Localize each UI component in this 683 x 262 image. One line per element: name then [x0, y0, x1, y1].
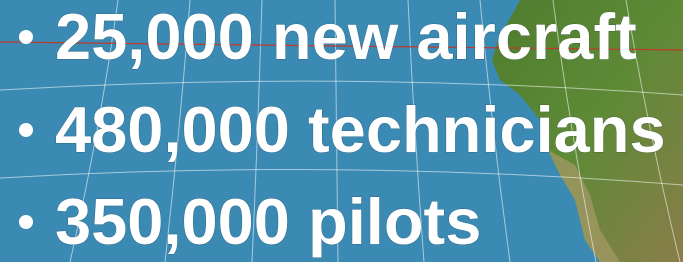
page: 25,000 new aircraft 480,000 technicians … [0, 0, 683, 262]
bullet-text: 25,000 new aircraft [55, 0, 637, 73]
bullet [19, 123, 33, 137]
bullet [19, 215, 33, 229]
bullet-text: 350,000 pilots [55, 185, 481, 258]
bullet-text: 480,000 technicians [55, 93, 666, 166]
slide: 25,000 new aircraft 480,000 technicians … [0, 0, 683, 262]
bullet [19, 30, 33, 44]
